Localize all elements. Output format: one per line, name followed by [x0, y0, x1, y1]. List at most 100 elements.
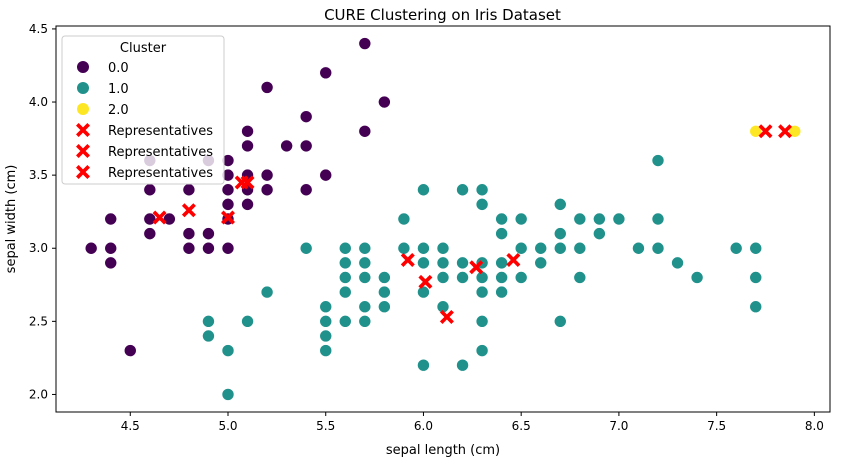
data-point-cluster-1 — [397, 212, 411, 226]
data-point-cluster-1 — [593, 227, 606, 240]
data-point-cluster-1 — [553, 227, 567, 240]
data-point-cluster-1 — [475, 285, 489, 299]
data-point-cluster-0 — [221, 198, 235, 211]
data-point-cluster-1 — [534, 256, 548, 270]
data-point-cluster-2 — [749, 124, 763, 138]
y-tick-label: 4.0 — [29, 95, 48, 109]
data-point-cluster-1 — [749, 241, 763, 255]
data-point-cluster-1 — [495, 227, 508, 240]
data-point-cluster-1 — [573, 271, 587, 284]
data-point-cluster-1 — [475, 271, 489, 284]
data-point-cluster-1 — [514, 271, 528, 284]
points-layer — [84, 37, 802, 401]
x-tick-label: 6.5 — [512, 419, 531, 433]
legend-label: 0.0 — [108, 61, 129, 76]
data-point-cluster-0 — [319, 66, 333, 80]
data-point-cluster-0 — [143, 227, 157, 240]
legend-label: 1.0 — [108, 82, 129, 97]
data-point-cluster-1 — [553, 241, 567, 255]
x-tick-label: 5.5 — [316, 419, 335, 433]
representative-marker — [506, 252, 521, 267]
data-point-cluster-1 — [338, 285, 352, 299]
data-point-cluster-0 — [260, 183, 274, 197]
representative-marker — [240, 175, 255, 190]
x-tick-label: 4.5 — [121, 419, 140, 433]
legend-title: Cluster — [120, 41, 167, 56]
representative-marker — [221, 210, 235, 225]
data-point-cluster-1 — [338, 241, 352, 255]
data-point-cluster-0 — [202, 227, 215, 240]
x-tick-label: 5.0 — [218, 419, 237, 433]
data-point-cluster-1 — [397, 241, 411, 255]
data-point-cluster-1 — [221, 344, 235, 357]
data-point-cluster-1 — [417, 358, 430, 372]
data-point-cluster-1 — [749, 271, 763, 284]
data-point-cluster-1 — [495, 285, 508, 299]
data-point-cluster-0 — [358, 37, 372, 50]
data-point-cluster-0 — [260, 81, 274, 94]
data-point-cluster-1 — [221, 388, 235, 401]
data-point-cluster-1 — [495, 256, 508, 270]
data-point-cluster-1 — [456, 271, 469, 284]
plot-border — [55, 25, 831, 413]
data-point-cluster-1 — [417, 256, 430, 270]
data-point-cluster-0 — [143, 183, 157, 197]
data-point-cluster-1 — [651, 241, 665, 255]
data-point-cluster-1 — [202, 315, 215, 328]
data-point-cluster-0 — [280, 139, 293, 153]
data-point-cluster-0 — [182, 227, 196, 240]
representative-marker — [439, 309, 454, 324]
data-point-cluster-1 — [319, 344, 333, 357]
y-tick-label: 3.5 — [29, 168, 48, 182]
data-point-cluster-1 — [553, 315, 567, 328]
data-point-cluster-1 — [436, 241, 450, 255]
representative-marker — [418, 274, 433, 289]
legend-label: Representatives — [108, 124, 213, 139]
data-point-cluster-1 — [553, 198, 567, 211]
data-point-cluster-1 — [378, 300, 391, 314]
data-point-cluster-1 — [612, 212, 626, 226]
legend-marker — [76, 144, 90, 158]
data-point-cluster-0 — [319, 168, 333, 182]
data-point-cluster-1 — [417, 241, 430, 255]
data-point-cluster-0 — [221, 183, 235, 197]
data-point-cluster-0 — [358, 124, 372, 138]
data-point-cluster-1 — [475, 315, 489, 328]
x-axis-label: sepal length (cm) — [386, 443, 500, 458]
data-point-cluster-0 — [104, 212, 118, 226]
data-point-cluster-0 — [378, 95, 391, 109]
chart-title: CURE Clustering on Iris Dataset — [324, 6, 561, 24]
legend-label: 2.0 — [108, 103, 129, 118]
data-point-cluster-0 — [241, 124, 254, 138]
data-point-cluster-1 — [456, 256, 469, 270]
legend-marker — [77, 82, 89, 94]
data-point-cluster-1 — [456, 183, 469, 197]
legend-box — [61, 35, 225, 185]
y-tick-label: 3.0 — [29, 241, 48, 255]
data-point-cluster-1 — [475, 183, 489, 197]
data-point-cluster-1 — [436, 256, 450, 270]
data-point-cluster-1 — [514, 212, 528, 226]
data-point-cluster-1 — [495, 271, 508, 284]
data-point-cluster-1 — [378, 271, 391, 284]
data-point-cluster-1 — [690, 271, 704, 284]
y-axis-label: sepal width (cm) — [4, 165, 19, 274]
y-tick-label: 2.5 — [29, 314, 48, 328]
data-point-cluster-0 — [182, 241, 196, 255]
data-point-cluster-1 — [573, 241, 587, 255]
data-point-cluster-1 — [319, 300, 333, 314]
data-point-cluster-0 — [299, 183, 313, 197]
legend-label: Representatives — [108, 145, 213, 160]
data-point-cluster-0 — [299, 139, 313, 153]
data-point-cluster-0 — [221, 241, 235, 255]
data-point-cluster-2 — [788, 124, 802, 138]
data-point-cluster-1 — [651, 212, 665, 226]
data-point-cluster-1 — [338, 271, 352, 284]
data-point-cluster-1 — [417, 285, 430, 299]
data-point-cluster-0 — [202, 241, 215, 255]
data-point-cluster-1 — [358, 300, 372, 314]
data-point-cluster-1 — [260, 285, 274, 299]
data-point-cluster-1 — [514, 241, 528, 255]
data-point-cluster-0 — [299, 110, 313, 123]
